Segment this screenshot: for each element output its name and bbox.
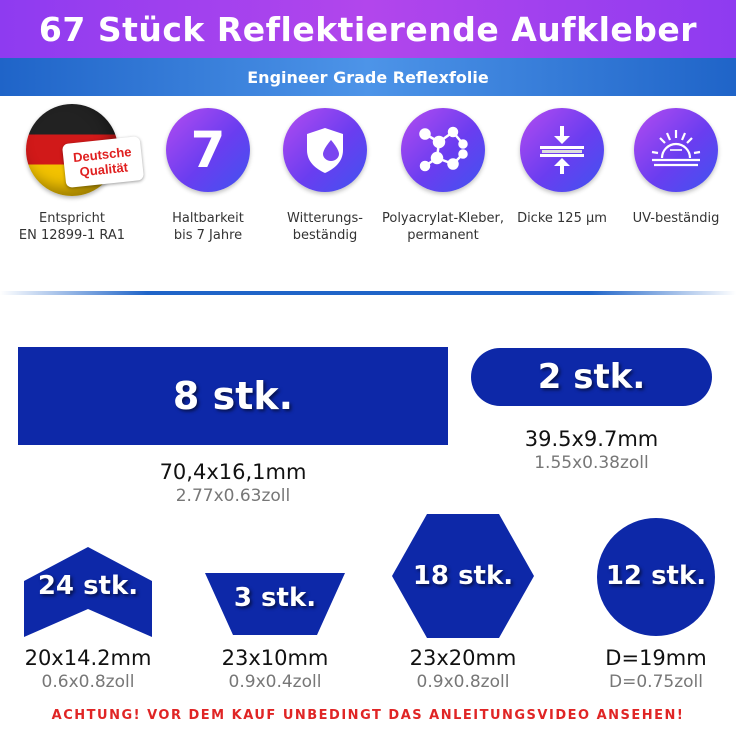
number-seven-icon: 7 bbox=[166, 108, 250, 192]
section-divider bbox=[0, 291, 736, 295]
subtitle-banner: Engineer Grade Reflexfolie bbox=[0, 58, 736, 96]
caption-line-1: Polyacrylat-Kleber, bbox=[381, 211, 504, 226]
feature-quality: Deutsche Qualität Entspricht EN 12899-1 … bbox=[14, 104, 145, 244]
caption-line-2: permanent bbox=[407, 228, 479, 243]
sticker-size: 70,4x16,1mm bbox=[159, 460, 307, 484]
feature-caption: Entspricht EN 12899-1 RA1 bbox=[14, 210, 130, 244]
sticker-chevron-label: 24 stk. bbox=[24, 568, 152, 604]
feature-weather: Witterungs- beständig bbox=[270, 108, 380, 244]
page-title: 67 Stück Reflektierende Aufkleber bbox=[38, 9, 698, 49]
sticker-hexagon-label: 18 stk. bbox=[392, 556, 534, 596]
sticker-chevron bbox=[24, 547, 152, 637]
caption-line-2: bis 7 Jahre bbox=[173, 228, 243, 243]
feature-caption: Witterungs- beständig bbox=[270, 210, 380, 244]
molecule-icon bbox=[401, 108, 485, 192]
sticker-size: 20x14.2mm bbox=[24, 646, 152, 670]
sticker-count: 3 stk. bbox=[233, 583, 317, 613]
sticker-size: D=19mm bbox=[605, 646, 707, 670]
sticker-size-zoll: 1.55x0.38zoll bbox=[534, 453, 649, 473]
sun-uv-icon bbox=[634, 108, 718, 192]
feature-durability: 7 Haltbarkeit bis 7 Jahre bbox=[153, 108, 263, 244]
title-banner: 67 Stück Reflektierende Aufkleber bbox=[0, 0, 736, 58]
warning-text: ACHTUNG! VOR DEM KAUF UNBEDINGT DAS ANLE… bbox=[51, 708, 685, 723]
feature-thickness: Dicke 125 µm bbox=[507, 108, 617, 227]
sticker-size-zoll: 0.6x0.8zoll bbox=[41, 672, 135, 692]
caption-line-1: Dicke 125 µm bbox=[517, 211, 607, 226]
feature-caption: Haltbarkeit bis 7 Jahre bbox=[153, 210, 263, 244]
sticker-hexagon bbox=[392, 514, 534, 638]
sticker-circle bbox=[597, 518, 715, 636]
sticker-trapezoid-label: 3 stk. bbox=[205, 578, 345, 618]
sticker-trapezoid bbox=[205, 573, 345, 635]
sticker-count: 2 stk. bbox=[537, 357, 646, 397]
sticker-pill: 2 stk. bbox=[471, 348, 712, 406]
sticker-count: 18 stk. bbox=[412, 561, 514, 591]
sticker-size: 23x20mm bbox=[409, 646, 517, 670]
caption-line-1: Haltbarkeit bbox=[172, 211, 244, 226]
caption-line-1: Witterungs- bbox=[287, 211, 363, 226]
sticker-size-zoll: D=0.75zoll bbox=[609, 672, 703, 692]
caption-line-1: Entspricht bbox=[38, 211, 105, 226]
feature-adhesive: Polyacrylat-Kleber, permanent bbox=[378, 108, 508, 244]
shield-drop-icon bbox=[283, 108, 367, 192]
german-flag-icon: Deutsche Qualität bbox=[26, 104, 145, 196]
feature-caption: UV-beständig bbox=[621, 210, 731, 227]
thickness-arrows-icon bbox=[520, 108, 604, 192]
quality-badge: Deutsche Qualität bbox=[61, 136, 145, 188]
feature-caption: Dicke 125 µm bbox=[507, 210, 617, 227]
caption-line-1: UV-beständig bbox=[632, 211, 720, 226]
caption-line-2: beständig bbox=[292, 228, 358, 243]
sticker-size: 39.5x9.7mm bbox=[524, 427, 659, 451]
feature-caption: Polyacrylat-Kleber, permanent bbox=[378, 210, 508, 244]
page-subtitle: Engineer Grade Reflexfolie bbox=[247, 67, 489, 87]
sticker-count: 8 stk. bbox=[172, 374, 294, 418]
sticker-count: 12 stk. bbox=[605, 561, 707, 591]
sticker-size-zoll: 2.77x0.63zoll bbox=[175, 486, 291, 506]
sticker-size: 23x10mm bbox=[221, 646, 329, 670]
sticker-size-zoll: 0.9x0.4zoll bbox=[228, 672, 322, 692]
caption-line-2: EN 12899-1 RA1 bbox=[18, 228, 126, 243]
feature-uv: UV-beständig bbox=[621, 108, 731, 227]
sticker-circle-label: 12 stk. bbox=[597, 556, 715, 596]
sticker-rectangle: 8 stk. bbox=[18, 347, 448, 445]
sticker-count: 24 stk. bbox=[37, 571, 139, 601]
sticker-size-zoll: 0.9x0.8zoll bbox=[416, 672, 510, 692]
